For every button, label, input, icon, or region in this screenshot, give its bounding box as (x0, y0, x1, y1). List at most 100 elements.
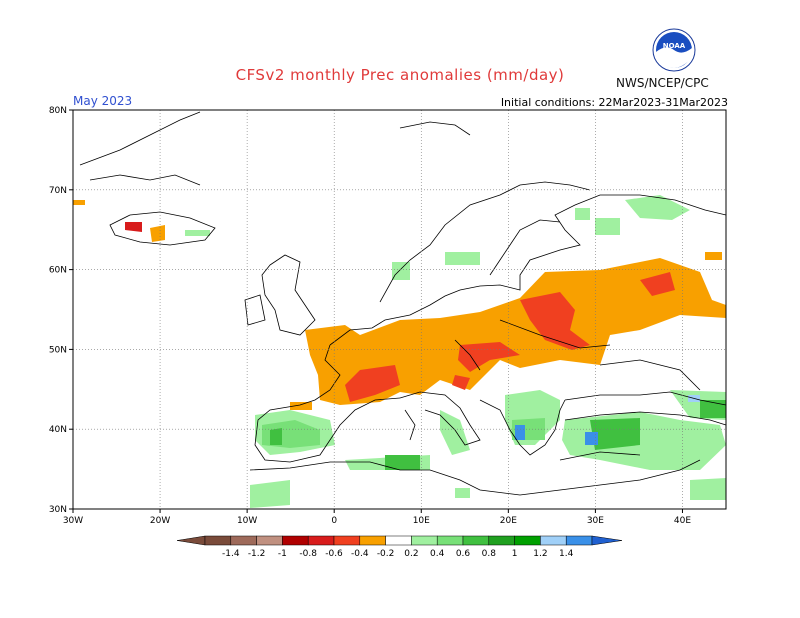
y-tick-label: 60N (49, 266, 67, 276)
anomaly-region (595, 218, 620, 235)
anomaly-region (385, 455, 420, 470)
anomaly-region (590, 418, 640, 450)
colorbar-label: -0.8 (299, 549, 317, 559)
initial-conditions: Initial conditions: 22Mar2023-31Mar2023 (500, 96, 728, 109)
colorbar-label: -1.2 (248, 549, 266, 559)
x-tick-label: 20E (500, 516, 517, 526)
anomaly-region (640, 272, 675, 296)
coastline (254, 344, 401, 463)
coastline (261, 254, 316, 336)
colorbar-label: 1 (512, 549, 518, 559)
coastline (564, 391, 727, 406)
coastline (599, 359, 701, 391)
colorbar-swatch (514, 535, 541, 546)
coastline (404, 409, 416, 441)
colorbar-label: -1.4 (222, 549, 240, 559)
x-tick-label: 20W (150, 516, 170, 526)
y-tick-label: 30N (49, 505, 67, 515)
map-title: CFSv2 monthly Prec anomalies (mm/day) (235, 66, 565, 84)
coastline (564, 411, 727, 426)
anomaly-region (690, 478, 726, 500)
anomaly-cells (73, 195, 726, 508)
coastline (379, 181, 591, 303)
colorbar-swatch (436, 535, 464, 546)
y-tick-label: 70N (49, 186, 67, 196)
colorbar-swatch (282, 535, 309, 546)
map-frame (72, 109, 727, 510)
latitude-ticks: 30N 40N 50N 60N 70N 80N (49, 106, 73, 515)
y-tick-label: 50N (49, 345, 67, 355)
coastline (399, 121, 471, 136)
y-tick-label: 40N (49, 425, 67, 435)
colorbar-swatch (540, 535, 567, 546)
colorbar-label: 0.2 (404, 549, 418, 559)
anomaly-region (575, 208, 590, 220)
colorbar-label: 0.8 (482, 549, 497, 559)
colorbar-label: -0.4 (351, 549, 369, 559)
x-tick-label: 30W (63, 516, 83, 526)
colorbar-label: -1 (278, 549, 287, 559)
forecast-month: May 2023 (73, 94, 133, 108)
anomaly-region (520, 292, 590, 350)
anomaly-region (705, 252, 722, 260)
anomaly-region (515, 425, 525, 440)
x-tick-label: 10W (237, 516, 257, 526)
colorbar-swatch (462, 535, 490, 546)
colorbar-label: -0.2 (377, 549, 395, 559)
colorbar-label: 0.6 (456, 549, 471, 559)
colorbar-swatch (565, 535, 593, 546)
coastline (79, 111, 201, 166)
colorbar-swatch (230, 535, 257, 546)
anomaly-region (625, 195, 690, 220)
colorbar-label: -0.6 (325, 549, 343, 559)
anomaly-region (270, 428, 282, 445)
colorbar-swatch (411, 535, 438, 546)
colorbar-swatch (488, 535, 515, 546)
coastline (249, 459, 701, 496)
anomaly-region (290, 402, 312, 410)
coastline (499, 319, 611, 349)
coastline (454, 339, 481, 371)
colorbar-left-arrow (176, 535, 206, 546)
anomaly-region (455, 488, 470, 498)
coastline (399, 391, 481, 446)
coastline (89, 174, 201, 186)
colorbar-label: 1.2 (533, 549, 547, 559)
colorbar-swatch (204, 535, 232, 546)
anomaly-region (458, 342, 520, 372)
anomaly-region (125, 222, 142, 232)
coastlines (79, 111, 727, 496)
lat-lon-grid (73, 110, 726, 509)
anomaly-region (700, 400, 726, 418)
colorbar-swatch (385, 535, 412, 546)
colorbar-label: 1.4 (559, 549, 574, 559)
anomaly-region (445, 252, 480, 265)
x-tick-label: 10E (413, 516, 430, 526)
svg-text:NOAA: NOAA (663, 42, 686, 50)
colorbar-swatch (256, 535, 283, 546)
colorbar-right-arrow (591, 535, 623, 546)
longitude-ticks: 30W 20W 10W 0 10E 20E 30E 40E (63, 509, 691, 526)
anomaly-region (73, 200, 85, 205)
coastline (109, 211, 216, 246)
colorbar-label: 0.4 (430, 549, 445, 559)
colorbar-swatch (307, 535, 335, 546)
anomaly-region (185, 230, 210, 236)
anomaly-region (345, 365, 400, 402)
anomaly-region (305, 258, 726, 405)
anomaly-region (440, 410, 470, 455)
noaa-logo-icon: NOAA (652, 28, 696, 72)
y-tick-label: 80N (49, 106, 67, 116)
coastline (479, 399, 566, 456)
anomaly-region (392, 262, 410, 280)
anomaly-region (452, 375, 470, 390)
anomaly-region (250, 480, 290, 508)
coastline (244, 294, 266, 326)
x-tick-label: 40E (674, 516, 691, 526)
anomaly-region (150, 225, 165, 242)
coastline (559, 451, 641, 461)
colorbar: -1.4 -1.2 -1 -0.8 -0.6 -0.4 -0.2 0.2 0.4 0.6 0.8 1 1… (176, 535, 623, 559)
anomaly-region (585, 432, 598, 445)
colorbar-swatch (359, 535, 386, 546)
